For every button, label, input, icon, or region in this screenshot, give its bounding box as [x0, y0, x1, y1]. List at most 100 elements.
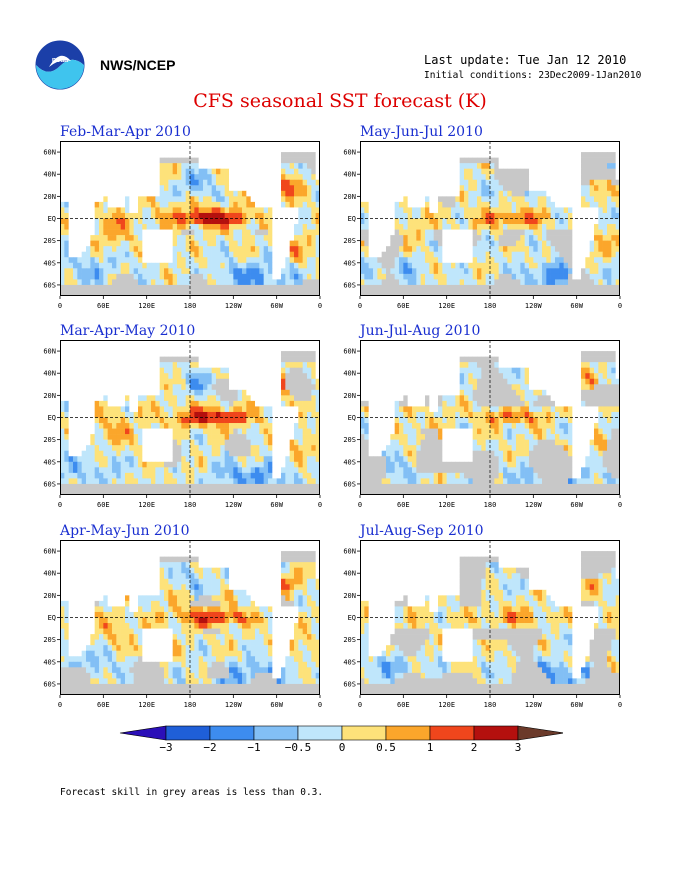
sst-cell — [211, 340, 217, 346]
sst-cell — [294, 273, 299, 280]
sst-cell — [172, 235, 178, 241]
sst-cell — [220, 434, 225, 440]
sst-cell — [559, 212, 564, 219]
sst-cell — [516, 190, 521, 197]
sst-cell — [429, 257, 434, 264]
sst-cell — [60, 179, 65, 186]
sst-cell — [224, 168, 230, 175]
sst-cell — [438, 152, 443, 158]
sst-cell — [377, 284, 382, 291]
sst-cell — [455, 251, 460, 258]
sst-cell — [399, 284, 404, 291]
sst-cell — [263, 251, 269, 258]
sst-cell — [107, 185, 113, 192]
sst-cell — [315, 483, 320, 490]
sst-cell — [94, 340, 100, 346]
sst-cell — [99, 467, 104, 474]
sst-cell — [125, 152, 130, 158]
sst-cell — [281, 207, 286, 214]
sst-cell — [364, 163, 369, 169]
sst-cell — [302, 483, 308, 490]
sst-cell — [224, 356, 230, 363]
sst-cell — [281, 395, 286, 402]
sst-cell — [602, 279, 608, 286]
sst-cell — [190, 235, 195, 241]
sst-cell — [559, 168, 564, 175]
sst-cell — [146, 168, 152, 175]
sst-cell — [177, 373, 182, 380]
sst-cell — [181, 201, 186, 208]
sst-cell — [185, 185, 191, 192]
sst-cell — [120, 246, 126, 253]
sst-cell — [550, 201, 556, 208]
sst-cell — [120, 163, 126, 169]
sst-cell — [373, 207, 378, 214]
sst-cell — [268, 351, 273, 357]
sst-cell — [224, 378, 230, 385]
sst-cell — [133, 141, 139, 147]
sst-cell — [73, 483, 78, 490]
sst-cell — [112, 212, 117, 219]
sst-cell — [364, 224, 369, 230]
sst-cell — [594, 141, 599, 147]
sst-cell — [116, 417, 121, 424]
sst-cell — [594, 262, 599, 269]
sst-cell — [581, 212, 586, 219]
sst-cell — [368, 146, 374, 153]
sst-cell — [307, 174, 312, 181]
sst-cell — [116, 185, 121, 192]
sst-cell — [77, 406, 82, 413]
sst-cell — [151, 251, 156, 258]
sst-cell — [311, 345, 316, 352]
sst-cell — [94, 279, 100, 286]
sst-cell — [285, 196, 290, 203]
sst-cell — [242, 196, 247, 203]
sst-cell — [233, 483, 238, 490]
sst-cell — [133, 157, 139, 164]
sst-cell — [133, 439, 139, 446]
sst-cell — [459, 212, 465, 219]
sst-cell — [233, 351, 238, 357]
sst-cell — [73, 224, 78, 230]
sst-cell — [237, 262, 243, 269]
sst-cell — [224, 163, 230, 169]
sst-cell — [224, 467, 230, 474]
sst-cell — [390, 284, 395, 291]
sst-cell — [433, 157, 439, 164]
sst-cell — [81, 384, 87, 391]
sst-cell — [390, 262, 395, 269]
sst-cell — [386, 229, 391, 236]
sst-cell — [451, 246, 456, 253]
sst-cell — [237, 185, 243, 192]
sst-cell — [177, 351, 182, 357]
sst-cell — [311, 168, 316, 175]
sst-cell — [412, 190, 417, 197]
sst-cell — [68, 229, 74, 236]
sst-cell — [533, 212, 538, 219]
sst-cell — [168, 384, 173, 391]
sst-cell — [198, 450, 204, 457]
sst-cell — [237, 196, 243, 203]
sst-cell — [416, 196, 421, 203]
sst-cell — [425, 190, 430, 197]
sst-cell — [455, 229, 460, 236]
sst-cell — [190, 423, 195, 429]
sst-cell — [68, 268, 74, 275]
sst-cell — [594, 179, 599, 186]
sst-cell — [207, 190, 212, 197]
sst-cell — [311, 235, 316, 241]
sst-cell — [294, 196, 299, 203]
sst-cell — [607, 224, 612, 230]
sst-cell — [242, 290, 247, 296]
sst-cell — [416, 179, 421, 186]
sst-cell — [133, 450, 139, 457]
sst-cell — [507, 229, 512, 236]
sst-cell — [503, 207, 508, 214]
sst-cell — [420, 218, 426, 225]
sst-cell — [246, 472, 251, 479]
sst-cell — [386, 207, 391, 214]
sst-cell — [164, 146, 169, 153]
sst-cell — [594, 246, 599, 253]
sst-cell — [129, 212, 134, 219]
sst-cell — [207, 417, 212, 424]
